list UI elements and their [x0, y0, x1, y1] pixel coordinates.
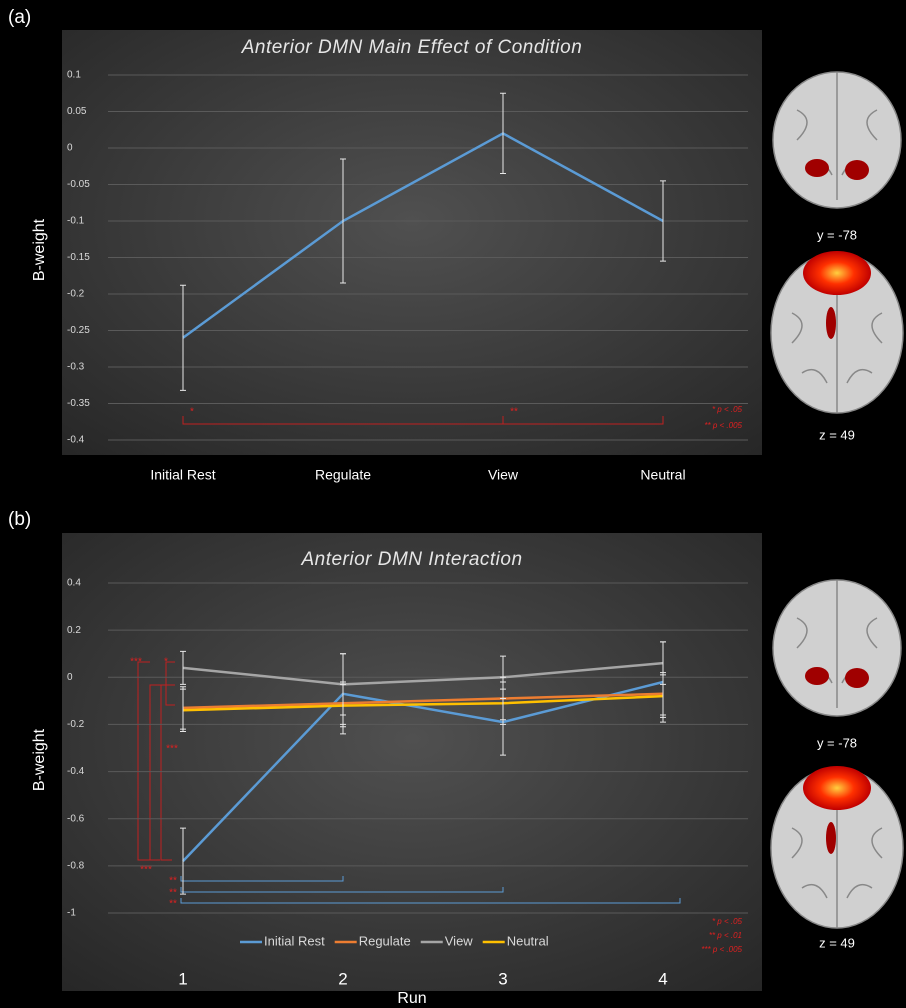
y-tick-label: -0.4	[67, 435, 85, 446]
legend-label: Regulate	[359, 933, 411, 948]
plot-area	[62, 533, 762, 991]
significance-annotation: **	[169, 888, 177, 899]
significance-annotation: **	[510, 407, 518, 418]
y-axis-label: B-weight	[31, 728, 48, 791]
significance-annotation: * p < .05	[712, 917, 743, 926]
chart-title: Anterior DMN Interaction	[300, 549, 522, 570]
y-tick-label: -1	[67, 908, 76, 919]
y-tick-label: 0.4	[67, 578, 81, 589]
x-tick-label: Initial Rest	[150, 467, 215, 483]
y-tick-label: -0.2	[67, 289, 85, 300]
y-tick-label: 0.1	[67, 70, 81, 81]
x-axis-label: Run	[397, 990, 426, 1007]
significance-annotation: * p < .05	[712, 405, 743, 414]
significance-annotation: ***	[140, 865, 152, 876]
image-label: z = 49	[819, 935, 855, 950]
x-tick-label: Regulate	[315, 467, 371, 483]
significance-annotation: *	[190, 407, 194, 418]
y-axis-label: B-weight	[31, 218, 48, 281]
significance-annotation: ***	[166, 744, 178, 755]
legend-label: View	[445, 933, 474, 948]
image-label: y = -78	[817, 735, 857, 750]
y-tick-label: -0.25	[67, 325, 90, 336]
y-tick-label: -0.15	[67, 252, 90, 263]
plot-area	[62, 30, 762, 455]
y-tick-label: -0.05	[67, 179, 90, 190]
chart-title: Anterior DMN Main Effect of Condition	[241, 37, 583, 58]
y-tick-label: -0.6	[67, 813, 85, 824]
legend-label: Initial Rest	[264, 933, 325, 948]
significance-annotation: ** p < .01	[709, 931, 742, 940]
panel-label: (a)	[8, 7, 31, 28]
image-label: z = 49	[819, 427, 855, 442]
figure: (a) Anterior DMN Main Effect of Condition…	[0, 0, 906, 1008]
y-tick-label: 0	[67, 143, 73, 154]
significance-annotation: *** p < .005	[701, 945, 742, 954]
legend-label: Neutral	[507, 933, 549, 948]
x-tick-label: 1	[178, 969, 187, 988]
x-tick-label: 2	[338, 969, 347, 988]
y-tick-label: -0.2	[67, 719, 85, 730]
y-tick-label: 0	[67, 672, 73, 683]
panel-label: (b)	[8, 509, 31, 530]
significance-annotation: ** p < .005	[704, 421, 742, 430]
significance-annotation: ***	[130, 657, 142, 668]
y-tick-label: 0.05	[67, 106, 87, 117]
y-tick-label: -0.3	[67, 362, 85, 373]
significance-annotation: **	[169, 899, 177, 910]
y-tick-label: -0.1	[67, 216, 85, 227]
y-tick-label: -0.35	[67, 398, 90, 409]
y-tick-label: -0.4	[67, 766, 85, 777]
significance-annotation: **	[169, 876, 177, 887]
y-tick-label: -0.8	[67, 860, 85, 871]
x-tick-label: 3	[498, 969, 507, 988]
x-tick-label: Neutral	[640, 467, 685, 483]
significance-annotation: *	[164, 657, 168, 668]
x-tick-label: View	[488, 467, 519, 483]
image-label: y = -78	[817, 227, 857, 242]
x-tick-label: 4	[658, 969, 667, 988]
y-tick-label: 0.2	[67, 625, 81, 636]
